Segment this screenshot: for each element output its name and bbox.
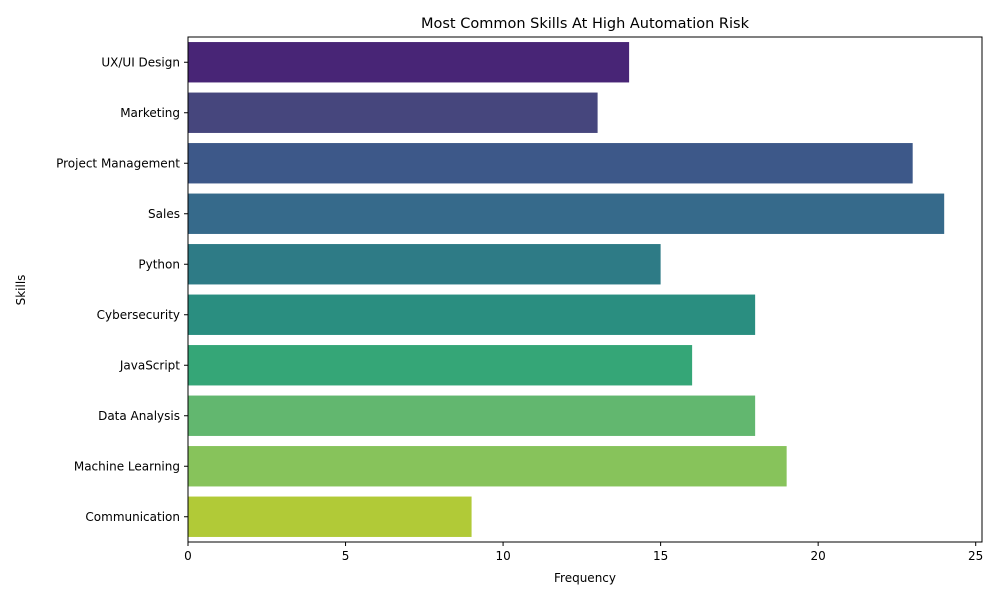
y-tick-label: JavaScript [119,358,180,372]
bar [188,193,945,234]
x-axis-label: Frequency [554,571,616,585]
y-axis-label: Skills [14,275,28,306]
bar [188,446,787,487]
y-tick-label: Machine Learning [74,459,180,473]
y-tick-label: Communication [85,510,180,524]
plot-frame [187,36,983,543]
x-tick-label: 25 [968,549,983,563]
x-tick-label: 0 [184,549,192,563]
bar [188,294,756,335]
y-tick-label: Data Analysis [98,409,180,423]
x-ticks: 0 5 10 15 20 25 [184,542,983,563]
bar [188,244,661,285]
y-tick-label: Python [138,257,180,271]
bar [188,42,630,83]
y-tick-label: Marketing [120,106,180,120]
bar [188,496,472,537]
x-tick-label: 10 [495,549,510,563]
bar [188,143,913,184]
x-tick-label: 5 [342,549,350,563]
bars-group [188,42,945,537]
y-tick-label: Cybersecurity [97,308,180,322]
y-tick-labels: UX/UI Design Marketing Project Management S… [56,55,188,524]
bar [188,345,693,386]
x-tick-label: 15 [653,549,668,563]
bar [188,92,598,133]
y-tick-label: Sales [148,207,180,221]
y-tick-label: Project Management [56,156,180,170]
y-tick-label: UX/UI Design [101,55,180,69]
chart-title: Most Common Skills At High Automation Ri… [421,16,750,32]
bar [188,395,756,436]
x-tick-label: 20 [811,549,826,563]
